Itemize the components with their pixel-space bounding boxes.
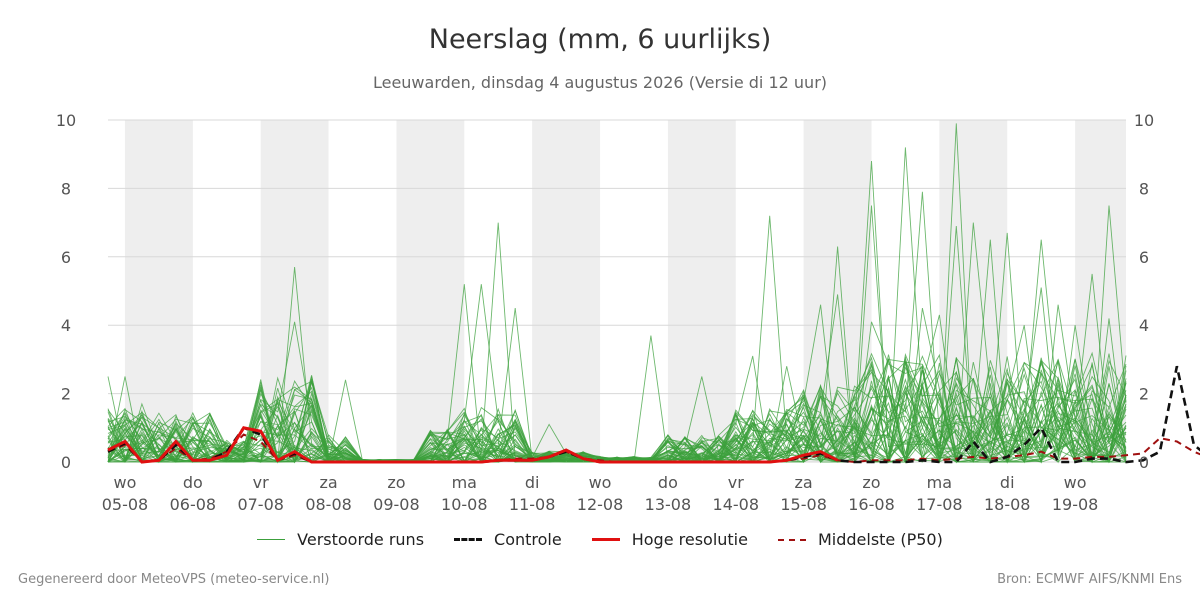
legend-swatch-ensemble	[257, 539, 286, 540]
legend-label-hires: Hoge resolutie	[631, 530, 748, 549]
x-tick-day: wo	[114, 473, 137, 492]
x-tick-date: 13-08	[645, 495, 692, 514]
x-tick-date: 11-08	[509, 495, 556, 514]
legend-label-p50: Middelste (P50)	[817, 530, 943, 549]
main-series	[107, 365, 1200, 464]
y-tick-label-left: 2	[61, 385, 71, 404]
x-tick-day: ma	[927, 473, 952, 492]
y-tick-label-right: 10	[1134, 111, 1154, 130]
footer-source: Bron: ECMWF AIFS/KNMI Ens	[997, 572, 1182, 587]
legend: Verstoorde runs Controle Hoge resolutie …	[0, 530, 1200, 549]
axis-labels: 0 0 2 2 4 4 6 6 8 8 10 10 wo 05-08 do 06-08 vr 07-08 za 08-…	[56, 111, 1154, 514]
x-tick-day: za	[319, 473, 337, 492]
x-tick-date: 10-08	[441, 495, 488, 514]
y-tick-label-left: 6	[61, 248, 71, 267]
x-tick-day: zo	[862, 473, 880, 492]
shade-band-5	[803, 120, 872, 462]
x-tick-date: 12-08	[577, 495, 624, 514]
chart-subtitle: Leeuwarden, dinsdag 4 augustus 2026 (Ver…	[372, 73, 828, 92]
y-tick-label-left: 4	[61, 316, 71, 335]
y-tick-label-left: 0	[61, 453, 71, 472]
chart-title: Neerslag (mm, 6 uurlijks)	[428, 24, 772, 55]
x-tick-date: 07-08	[237, 495, 284, 514]
x-tick-day: wo	[1064, 473, 1087, 492]
precipitation-chart: 0 0 2 2 4 4 6 6 8 8 10 10 wo 05-08 do 06-08 vr 07-08 za 08-…	[56, 111, 1200, 514]
x-tick-date: 14-08	[713, 495, 760, 514]
x-tick-day: di	[1000, 473, 1015, 492]
y-tick-label-right: 6	[1139, 248, 1149, 267]
legend-item-hires: Hoge resolutie	[591, 530, 748, 549]
y-tick-label-right: 4	[1139, 316, 1149, 335]
legend-item-control: Controle	[454, 530, 562, 549]
x-tick-day: vr	[728, 473, 744, 492]
y-tick-label-left: 10	[56, 111, 76, 130]
x-tick-day: wo	[589, 473, 612, 492]
x-tick-date: 09-08	[373, 495, 420, 514]
legend-item-p50: Middelste (P50)	[777, 530, 943, 549]
shade-band-3	[532, 120, 601, 462]
hires-line	[107, 426, 839, 464]
legend-swatch-control	[454, 538, 483, 541]
x-tick-day: ma	[452, 473, 477, 492]
footer-credit: Gegenereerd door MeteoVPS (meteo-service…	[18, 572, 330, 587]
legend-item-ensemble: Verstoorde runs	[257, 530, 424, 549]
x-tick-date: 17-08	[916, 495, 963, 514]
shade-band-4	[667, 120, 736, 462]
x-tick-date: 16-08	[848, 495, 895, 514]
y-tick-label-right: 8	[1139, 179, 1149, 198]
legend-label-control: Controle	[494, 530, 562, 549]
x-tick-day: di	[525, 473, 540, 492]
legend-swatch-p50	[777, 538, 806, 541]
x-tick-day: za	[795, 473, 813, 492]
x-tick-date: 15-08	[780, 495, 827, 514]
shade-band-0	[124, 120, 193, 462]
x-tick-day: do	[658, 473, 678, 492]
x-tick-date: 19-08	[1052, 495, 1099, 514]
legend-label-ensemble: Verstoorde runs	[297, 530, 425, 549]
y-tick-label-left: 8	[61, 179, 71, 198]
x-tick-date: 05-08	[102, 495, 149, 514]
shade-band-2	[396, 120, 465, 462]
legend-swatch-hires	[591, 538, 620, 541]
x-tick-date: 18-08	[984, 495, 1031, 514]
y-tick-label-right: 2	[1139, 385, 1149, 404]
x-tick-day: zo	[387, 473, 405, 492]
x-tick-date: 06-08	[170, 495, 217, 514]
x-tick-day: do	[183, 473, 203, 492]
x-tick-day: vr	[253, 473, 269, 492]
ensemble-line-48	[107, 357, 1127, 464]
y-tick-label-right: 0	[1139, 453, 1149, 472]
x-tick-date: 08-08	[305, 495, 352, 514]
